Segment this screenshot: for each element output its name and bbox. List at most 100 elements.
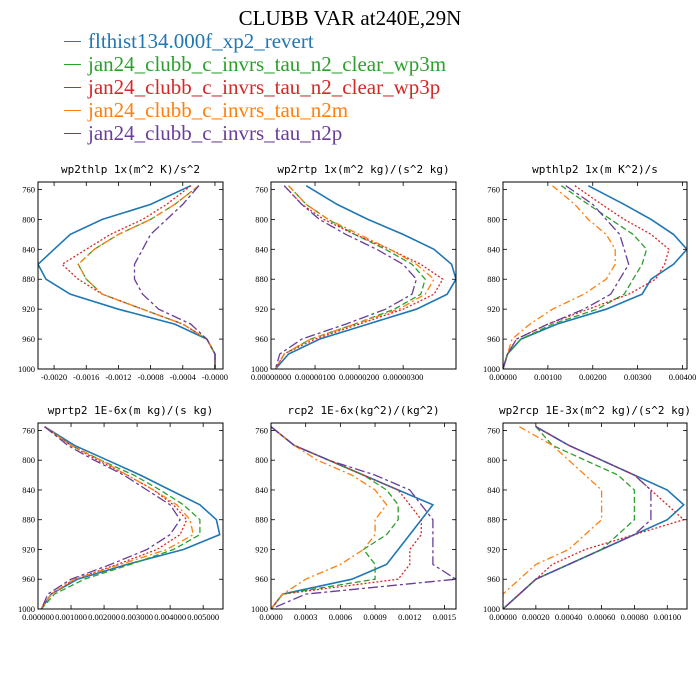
- y-tick-label: 920: [22, 544, 35, 554]
- x-tick-label: 0.00100: [653, 612, 681, 622]
- series-line: [271, 426, 435, 609]
- x-tick-label: 0.00080: [621, 612, 649, 622]
- x-tick-label: 0.0000: [259, 612, 282, 622]
- series-line: [38, 184, 216, 369]
- y-tick-label: 920: [487, 544, 500, 554]
- series-line: [503, 185, 648, 369]
- legend-label: jan24_clubb_c_invrs_tau_n2m: [88, 98, 349, 122]
- x-tick-label: 0.00300: [624, 372, 652, 382]
- series-line: [274, 185, 426, 369]
- legend-item: jan24_clubb_c_invrs_tau_n2_clear_wp3p: [64, 75, 446, 99]
- y-tick-label: 880: [22, 274, 35, 284]
- y-tick-label: 760: [22, 425, 35, 435]
- y-tick-label: 880: [255, 515, 268, 525]
- y-tick-label: 760: [22, 184, 35, 194]
- y-tick-label: 960: [487, 574, 500, 584]
- y-tick-label: 800: [255, 214, 268, 224]
- series-line: [503, 426, 652, 609]
- y-tick-label: 840: [255, 485, 268, 495]
- series-line: [61, 185, 216, 369]
- x-tick-label: 0.0009: [363, 612, 386, 622]
- series-line: [133, 185, 216, 369]
- series-line: [40, 426, 188, 609]
- y-tick-label: 880: [487, 515, 500, 525]
- panel-title: wprtp2 1E-6x(m kg)/(s kg): [48, 404, 214, 417]
- plot-frame: [37, 181, 224, 370]
- panel: wp2rtp 1x(m^2 kg)/(s^2 kg) 760 800 840 880 92…: [251, 163, 457, 382]
- x-tick-label: 0.0015: [433, 612, 456, 622]
- legend-label: jan24_clubb_c_invrs_tau_n2_clear_wp3p: [88, 75, 441, 99]
- x-tick-label: 0.00000100: [295, 372, 335, 382]
- legend-item: jan24_clubb_c_invrs_tau_n2p: [64, 121, 446, 145]
- y-tick-label: 960: [487, 334, 500, 344]
- panel: wprtp2 1E-6x(m kg)/(s kg) 760 800 840 880 920…: [18, 404, 224, 622]
- series-line: [40, 426, 201, 609]
- panel-title: wp2rtp 1x(m^2 kg)/(s^2 kg): [277, 163, 449, 176]
- series-line: [77, 185, 216, 369]
- y-tick-label: 920: [255, 544, 268, 554]
- panel-title: wp2thlp 1x(m^2 K)/s^2: [61, 163, 200, 176]
- series-line: [271, 426, 422, 609]
- series-line: [274, 185, 435, 369]
- legend-label: jan24_clubb_c_invrs_tau_n2p: [88, 121, 343, 145]
- x-tick-label: -0.0012: [105, 372, 131, 382]
- x-tick-label: -0.0008: [137, 372, 163, 382]
- plot-frame: [37, 422, 224, 610]
- x-tick-label: 0.000000: [22, 612, 54, 622]
- x-tick-label: 0.00000: [489, 612, 517, 622]
- x-tick-label: 0.001000: [55, 612, 87, 622]
- series-line: [40, 426, 221, 609]
- x-tick-label: 0.0003: [294, 612, 317, 622]
- series-line: [40, 426, 181, 609]
- panel-title: rcp2 1E-6x(kg^2)/(kg^2): [287, 404, 439, 417]
- y-tick-label: 800: [22, 455, 35, 465]
- y-tick-label: 840: [255, 244, 268, 254]
- series-line: [271, 426, 399, 609]
- figure-title: CLUBB VAR at240E,29N: [238, 6, 462, 30]
- x-tick-label: -0.0020: [41, 372, 67, 382]
- y-tick-label: 880: [22, 515, 35, 525]
- y-tick-label: 800: [22, 214, 35, 224]
- y-tick-label: 840: [487, 244, 500, 254]
- panel-title: wpthlp2 1x(m K^2)/s: [532, 163, 658, 176]
- y-tick-label: 1000: [483, 604, 500, 614]
- series-line: [40, 426, 195, 609]
- series-line: [503, 426, 685, 609]
- legend-swatch: [64, 133, 81, 134]
- x-tick-label: 0.005000: [187, 612, 219, 622]
- legend-swatch: [64, 110, 81, 111]
- x-tick-label: 0.004000: [154, 612, 186, 622]
- x-tick-label: -0.0000: [202, 372, 228, 382]
- x-tick-label: 0.002000: [88, 612, 120, 622]
- series-line: [271, 426, 456, 609]
- x-tick-label: 0.00000000: [251, 372, 291, 382]
- series-line: [503, 426, 603, 609]
- y-tick-label: 840: [487, 485, 500, 495]
- plot-frame: [502, 422, 688, 610]
- y-tick-label: 760: [487, 184, 500, 194]
- legend-swatch: [64, 87, 81, 88]
- series-line: [274, 185, 418, 369]
- y-tick-label: 960: [255, 574, 268, 584]
- x-tick-label: 0.00040: [555, 612, 583, 622]
- y-tick-label: 760: [255, 425, 268, 435]
- legend-label: flthist134.000f_xp2_revert: [88, 29, 314, 53]
- y-tick-label: 1000: [18, 604, 35, 614]
- series-line: [274, 185, 444, 369]
- series-line: [271, 426, 388, 609]
- y-tick-label: 800: [255, 455, 268, 465]
- panel-title: wp2rcp 1E-3x(m^2 kg)/(s^2 kg): [499, 404, 691, 417]
- y-tick-label: 920: [487, 304, 500, 314]
- x-tick-label: 0.0006: [329, 612, 352, 622]
- y-tick-label: 800: [487, 455, 500, 465]
- x-tick-label: -0.0016: [73, 372, 99, 382]
- x-tick-label: 0.00020: [522, 612, 550, 622]
- x-tick-label: 0.0012: [398, 612, 421, 622]
- x-tick-label: 0.00060: [588, 612, 616, 622]
- x-tick-label: 0.00000300: [383, 372, 423, 382]
- series-line: [503, 426, 685, 609]
- x-tick-label: -0.0004: [170, 372, 197, 382]
- panel: rcp2 1E-6x(kg^2)/(kg^2) 760 800 840 880 920 96…: [251, 404, 457, 622]
- y-tick-label: 880: [487, 274, 500, 284]
- legend-item: jan24_clubb_c_invrs_tau_n2_clear_wp3m: [64, 52, 446, 76]
